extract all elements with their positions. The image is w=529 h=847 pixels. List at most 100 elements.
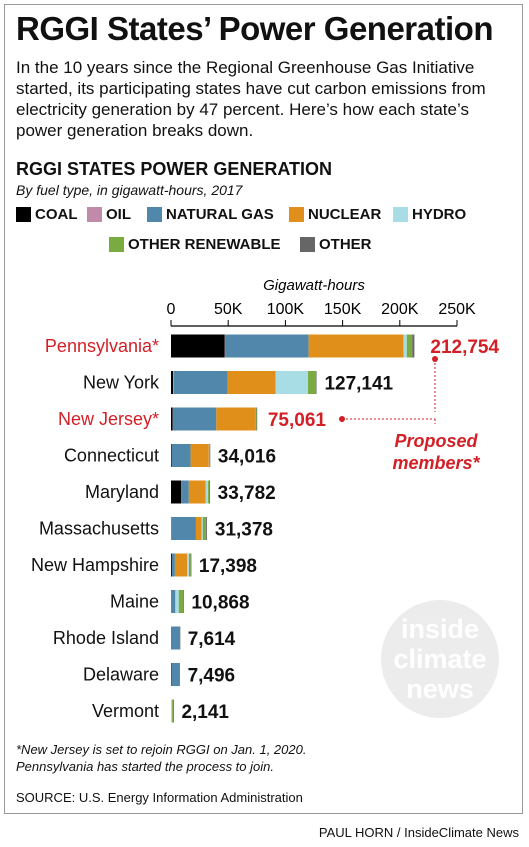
total-label-8: 7,614	[188, 629, 236, 650]
total-label-2: 75,061	[268, 410, 327, 431]
bar-segment-5-5	[202, 517, 206, 540]
bar-segment-2-3	[216, 407, 256, 431]
footnote-line-1: *New Jersey is set to rejoin RGGI on Jan…	[16, 742, 307, 757]
bar-segment-10-4	[171, 699, 173, 723]
total-label-5: 31,378	[215, 520, 273, 541]
leader-dot-nj	[339, 416, 345, 422]
category-label-6: New Hampshire	[31, 555, 159, 575]
bar-segment-1-3	[227, 371, 276, 394]
bar-segment-5-3	[195, 517, 202, 540]
category-label-9: Delaware	[83, 665, 159, 685]
bar-segment-0-4	[403, 334, 407, 358]
legend-swatch-coal	[16, 207, 31, 222]
legend-swatch-other-renewable	[109, 237, 124, 252]
annotation-line-2: members*	[392, 453, 480, 473]
bar-segment-7-5	[178, 590, 184, 613]
category-label-1: New York	[83, 373, 160, 393]
bar-segment-3-5	[209, 444, 210, 467]
legend-item-other: OTHER	[300, 236, 372, 253]
category-label-10: Vermont	[92, 701, 159, 721]
bar-segment-7-2	[171, 590, 176, 613]
legend-item-nuclear: NUCLEAR	[289, 206, 381, 223]
bar-segment-0-1	[224, 334, 226, 358]
legend-label-hydro: HYDRO	[412, 206, 467, 223]
bar-segment-0-3	[308, 334, 404, 358]
bar-segment-4-5	[208, 480, 210, 504]
bar-segment-1-1	[173, 371, 174, 394]
bar-segment-2-2	[172, 407, 217, 431]
legend-swatch-nuclear	[289, 207, 304, 222]
total-label-0: 212,754	[430, 337, 499, 358]
x-tick-label-2: 100K	[267, 301, 305, 318]
legend-label-coal: COAL	[35, 206, 78, 223]
total-label-3: 34,016	[218, 447, 276, 468]
legend-label-oil: OIL	[106, 206, 131, 223]
graphic-frame	[4, 4, 523, 814]
bar-segment-5-4	[201, 517, 203, 540]
category-label-7: Maine	[110, 592, 159, 612]
bar-segment-6-3	[174, 553, 188, 577]
bar-segment-9-6	[179, 663, 180, 686]
x-tick-label-1: 50K	[214, 301, 243, 318]
bar-segment-7-6	[183, 590, 184, 613]
leader-dot-pa	[432, 356, 438, 362]
category-label-3: Connecticut	[64, 446, 159, 466]
bar-segment-4-6	[209, 480, 211, 504]
category-label-0: Pennsylvania*	[45, 336, 159, 356]
legend-item-natural-gas: NATURAL GAS	[147, 206, 274, 223]
footnote: *New Jersey is set to rejoin RGGI on Jan…	[16, 741, 516, 775]
watermark-logo: inside climate news	[381, 600, 499, 718]
bar-segment-0-2	[225, 334, 309, 358]
watermark-line-1: inside	[400, 614, 480, 644]
bar-segment-0-6	[412, 334, 415, 358]
bar-segment-1-6	[315, 371, 317, 394]
bar-segment-5-6	[205, 517, 207, 540]
legend-item-other-renewable: OTHER RENEWABLE	[109, 236, 281, 253]
x-tick-label-3: 150K	[324, 301, 362, 318]
bar-segment-6-4	[187, 553, 189, 577]
total-label-7: 10,868	[191, 593, 249, 614]
bar-segment-2-6	[256, 407, 258, 431]
category-label-4: Maryland	[85, 482, 159, 502]
bar-segment-6-5	[188, 553, 191, 577]
watermark-line-2: climate	[393, 644, 487, 674]
total-label-10: 2,141	[181, 702, 229, 723]
legend-item-oil: OIL	[87, 206, 131, 223]
category-label-2: New Jersey*	[58, 409, 159, 429]
bar-segment-4-4	[205, 480, 209, 504]
bar-segment-0-5	[406, 334, 413, 358]
total-label-4: 33,782	[218, 483, 276, 504]
bar-segment-1-4	[275, 371, 309, 394]
bar-segment-5-2	[171, 517, 196, 540]
bar-segment-3-4	[208, 444, 210, 467]
legend-item-coal: COAL	[16, 206, 78, 223]
annotation-line-1: Proposed	[394, 431, 478, 451]
bar-segment-3-6	[209, 444, 211, 467]
intro-text: In the 10 years since the Regional Green…	[16, 58, 486, 140]
legend-label-other: OTHER	[319, 236, 372, 253]
category-label-8: Rhode Island	[53, 628, 159, 648]
x-tick-label-5: 250K	[438, 301, 476, 318]
source-note: SOURCE: U.S. Energy Information Administ…	[16, 790, 303, 805]
bar-segment-1-2	[173, 371, 228, 394]
bar-chart: Gigawatt-hours 0 50K 100K 150K 200K 250K Pennsy…	[31, 277, 500, 723]
bar-segment-3-0	[171, 444, 172, 467]
chart-title: RGGI STATES POWER GENERATION	[16, 159, 333, 179]
x-axis-label: Gigawatt-hours	[263, 277, 365, 294]
legend-label-natural-gas: NATURAL GAS	[166, 206, 274, 223]
footnote-line-2: Pennsylvania has started the process to …	[16, 759, 274, 774]
legend-swatch-other	[300, 237, 315, 252]
total-label-1: 127,141	[324, 374, 393, 395]
bar-segment-1-0	[171, 371, 174, 394]
bar-segment-8-6	[179, 626, 181, 650]
page-title: RGGI States’ Power Generation	[16, 10, 493, 47]
legend-label-nuclear: NUCLEAR	[308, 206, 382, 223]
legend-label-other-renewable: OTHER RENEWABLE	[128, 236, 281, 253]
bar-segment-8-2	[171, 626, 180, 650]
total-label-9: 7,496	[188, 666, 236, 687]
bar-segment-6-0	[171, 553, 172, 577]
x-tick-label-4: 200K	[381, 301, 419, 318]
bar-segment-1-5	[308, 371, 316, 394]
bar-segment-0-0	[171, 334, 225, 358]
bar-segment-4-3	[188, 480, 206, 504]
